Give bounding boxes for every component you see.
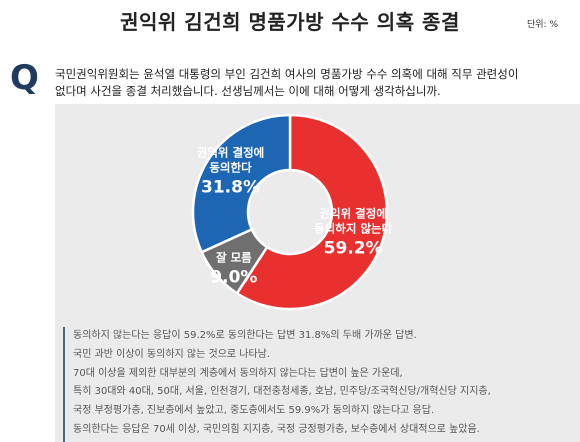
donut-slice (191, 113, 292, 254)
slice-label: 동의하지 않는다 (314, 221, 392, 235)
question-line: 국민권익위원회는 윤석열 대통령의 부인 김건희 여사의 명품가방 수수 의혹에… (55, 67, 519, 81)
donut-slice (235, 113, 389, 311)
slice-label: 동의한다 (209, 160, 252, 174)
slice-value-label: 59.2% (324, 238, 383, 258)
question-mark: Q (10, 58, 39, 98)
note-line: 국정 부정평가층, 진보층에서 높았고, 중도층에서도 59.9%가 동의하지 … (73, 405, 435, 417)
question-text: 국민권익위원회는 윤석열 대통령의 부인 김건희 여사의 명품가방 수수 의혹에… (55, 66, 560, 100)
note-line: 동의한다는 응답은 70세 이상, 국민의힘 지지층, 국정 긍정평가층, 보수… (73, 423, 480, 435)
note-line: 국민 과반 이상이 동의하지 않는 것으로 나타남. (73, 348, 271, 360)
note-line: 70대 이상을 제외한 대부분의 계층에서 동의하지 않는다는 답변이 높은 가… (73, 367, 403, 379)
note-line: 동의하지 않는다는 응답이 59.2%로 동의한다는 답변 31.8%의 두배 … (73, 330, 417, 341)
note-line: 특히 30대와 40대, 50대, 서울, 인천경기, 대전충청세종, 호남, … (73, 386, 491, 398)
slice-value-label: 9.0% (210, 268, 257, 288)
slice-label: 잘 모름 (216, 251, 252, 265)
unit-label: 단위: % (526, 20, 558, 30)
slice-value-label: 31.8% (201, 177, 260, 197)
question-line: 없다며 사건을 종결 처리했습니다. 선생님께서는 이에 대해 어떻게 생각하십… (55, 84, 441, 98)
page-title: 권익위 김건희 명품가방 수수 의혹 종결 (120, 10, 460, 34)
slice-label: 권익위 결정에 (319, 206, 386, 220)
notes-box: 동의하지 않는다는 응답이 59.2%로 동의한다는 답변 31.8%의 두배 … (63, 327, 580, 442)
slice-label: 권익위 결정에 (197, 145, 264, 159)
